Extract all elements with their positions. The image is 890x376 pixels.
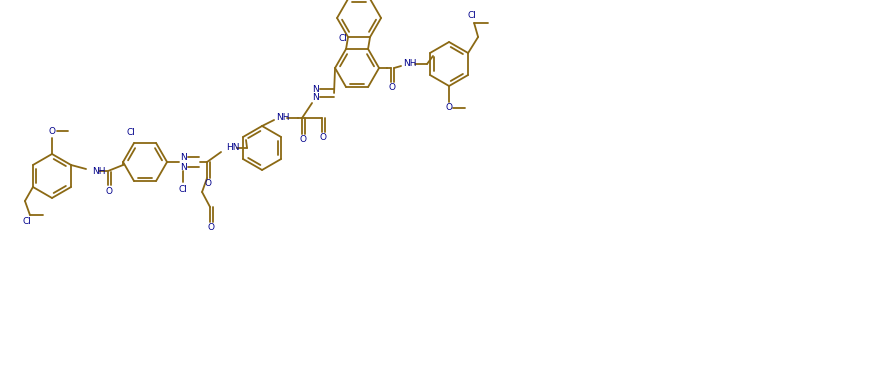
- Text: NH: NH: [92, 167, 106, 176]
- Text: N: N: [180, 153, 186, 162]
- Text: O: O: [205, 179, 212, 188]
- Text: Cl: Cl: [22, 217, 31, 226]
- Text: N: N: [180, 162, 186, 171]
- Text: O: O: [446, 103, 452, 112]
- Text: O: O: [389, 83, 395, 92]
- Text: Cl: Cl: [467, 12, 476, 21]
- Text: Cl: Cl: [179, 185, 188, 194]
- Text: Cl: Cl: [338, 35, 347, 44]
- Text: Cl: Cl: [126, 129, 135, 138]
- Text: O: O: [48, 126, 55, 135]
- Text: O: O: [320, 133, 327, 143]
- Text: N: N: [312, 85, 319, 94]
- Text: O: O: [207, 223, 214, 232]
- Text: HN: HN: [226, 144, 239, 153]
- Text: N: N: [312, 92, 319, 102]
- Text: NH: NH: [403, 59, 417, 68]
- Text: O: O: [106, 186, 112, 196]
- Text: O: O: [300, 135, 306, 144]
- Text: NH: NH: [276, 114, 289, 123]
